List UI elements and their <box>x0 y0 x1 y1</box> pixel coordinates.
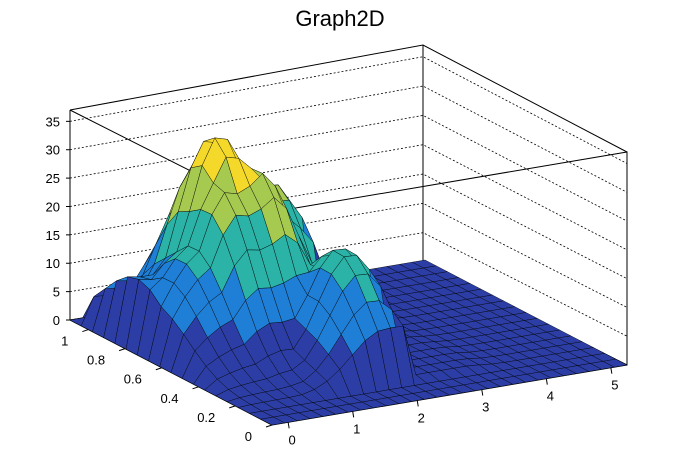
y-tick-label: 0.4 <box>160 391 178 406</box>
x-tick-mark <box>352 411 355 418</box>
z-gridline <box>69 144 628 251</box>
x-tick-label: 4 <box>547 389 554 404</box>
z-tick-label: 15 <box>46 228 60 243</box>
z-tick-label: 0 <box>53 313 60 328</box>
top-back-edge <box>69 44 628 153</box>
z-ticks: 0 5 10 15 20 25 30 35 <box>46 114 70 328</box>
surface-cell <box>602 358 628 368</box>
x-tick-label: 3 <box>482 400 489 415</box>
y-tick-label: 0.2 <box>197 410 215 425</box>
z-tick-label: 25 <box>46 171 60 186</box>
z-tick-label: 5 <box>53 285 60 300</box>
z-tick-label: 10 <box>46 256 60 271</box>
y-tick-mark <box>155 367 162 371</box>
y-tick-mark <box>192 386 199 390</box>
y-tick-label: 0.6 <box>124 372 142 387</box>
surface-mesh <box>69 137 628 426</box>
z-tick-label: 20 <box>46 199 60 214</box>
x-tick-label: 5 <box>611 378 618 393</box>
z-gridline <box>69 56 628 164</box>
y-tick-label: 1 <box>61 334 68 349</box>
y-tick-mark <box>265 424 273 428</box>
x-tick-label: 2 <box>418 410 425 425</box>
x-tick-label: 1 <box>353 421 360 436</box>
y-tick-label: 0.8 <box>87 353 105 368</box>
x-tick-mark <box>287 422 290 429</box>
y-ticks: 0 0.2 0.4 0.6 0.8 1 <box>61 329 273 444</box>
x-tick-label: 0 <box>289 432 296 447</box>
z-gridline <box>69 232 628 337</box>
z-tick-label: 35 <box>46 114 60 129</box>
x-tick-mark <box>610 367 613 374</box>
x-tick-mark <box>416 400 419 407</box>
chart-title: Graph2D <box>295 6 384 31</box>
y-tick-mark <box>118 348 126 352</box>
x-tick-mark <box>481 389 484 396</box>
z-gridline <box>69 85 628 193</box>
y-tick-mark <box>229 405 236 409</box>
x-ticks: 0 1 2 3 4 5 <box>287 367 618 447</box>
x-tick-mark <box>545 378 548 385</box>
y-tick-mark <box>82 329 89 333</box>
z-tick-label: 30 <box>46 143 60 158</box>
z-gridline <box>69 114 628 222</box>
y-tick-label: 0 <box>245 429 252 444</box>
